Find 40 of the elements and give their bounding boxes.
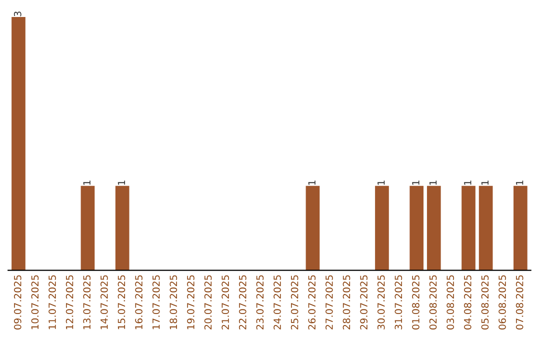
data-label: 1 [308, 180, 316, 185]
x-tick-label: 18.07.2025 [170, 275, 178, 330]
x-tick-label: 23.07.2025 [256, 275, 264, 330]
x-tick-label: 21.07.2025 [222, 275, 230, 330]
x-tick-label: 11.07.2025 [48, 275, 56, 330]
x-tick-label: 16.07.2025 [135, 275, 142, 330]
x-tick-label: 25.07.2025 [290, 275, 298, 330]
x-tick-label: 14.07.2025 [100, 275, 108, 330]
data-label: 1 [516, 180, 524, 185]
x-tick-label: 10.07.2025 [31, 275, 39, 330]
x-tick-label: 01.08.2025 [412, 275, 420, 330]
x-tick-label: 04.08.2025 [464, 275, 472, 330]
x-tick-label: 31.07.2025 [394, 275, 402, 330]
x-tick-label: 24.07.2025 [274, 275, 281, 330]
x-tick-label: 05.08.2025 [481, 275, 489, 330]
data-label: 1 [429, 180, 437, 185]
x-tick-label: 06.08.2025 [498, 275, 506, 330]
x-tick-label: 17.07.2025 [152, 275, 160, 330]
data-label: 1 [481, 180, 488, 185]
x-tick-label: 29.07.2025 [360, 275, 368, 330]
x-tick-label: 09.07.2025 [14, 275, 22, 330]
x-tick-label: 07.08.2025 [516, 275, 524, 330]
data-label: 1 [464, 180, 472, 185]
x-tick-label: 12.07.2025 [66, 275, 74, 330]
data-label: 3 [14, 12, 22, 16]
x-tick-label: 13.07.2025 [83, 275, 91, 330]
x-tick-label: 02.08.2025 [429, 275, 437, 330]
x-tick-label: 19.07.2025 [187, 275, 194, 330]
x-tick-label: 03.08.2025 [446, 275, 454, 330]
x-tick-label: 27.07.2025 [326, 275, 333, 330]
data-label: 1 [83, 180, 90, 185]
data-label: 1 [118, 180, 126, 185]
x-tick-label: 15.07.2025 [118, 275, 126, 330]
x-tick-label: 28.07.2025 [342, 275, 350, 330]
data-label: 1 [378, 180, 385, 185]
data-label: 1 [412, 180, 420, 185]
x-tick-label: 26.07.2025 [308, 275, 316, 330]
x-tick-label: 22.07.2025 [238, 275, 246, 330]
x-tick-label: 30.07.2025 [377, 275, 385, 330]
x-tick-label: 20.07.2025 [204, 275, 212, 330]
